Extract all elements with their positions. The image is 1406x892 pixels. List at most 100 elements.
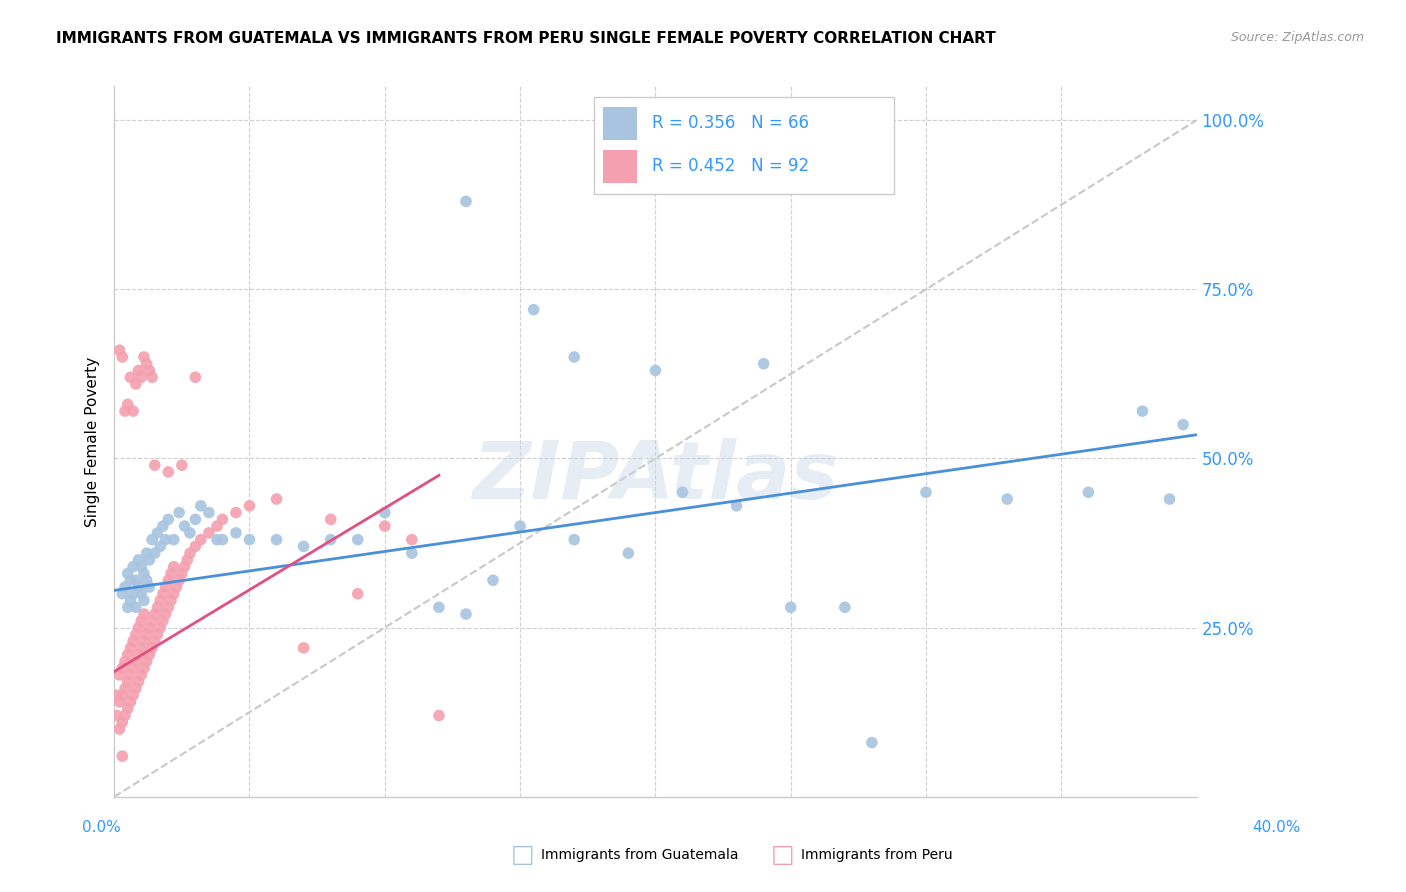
Point: [157, 573, 180, 587]
Point: [427, 600, 450, 615]
Text: R = 0.452   N = 92: R = 0.452 N = 92: [652, 158, 810, 176]
Text: □: □: [510, 843, 534, 866]
Point: [225, 506, 247, 520]
Point: [198, 506, 221, 520]
Point: [671, 485, 693, 500]
Point: [128, 674, 150, 689]
Point: [132, 634, 155, 648]
Point: [155, 607, 177, 621]
Point: [173, 559, 195, 574]
Point: [157, 512, 180, 526]
Point: [482, 573, 505, 587]
Point: [1132, 404, 1154, 418]
Point: [125, 627, 148, 641]
Point: [834, 600, 856, 615]
Point: [165, 580, 187, 594]
Point: [238, 533, 260, 547]
Point: [117, 674, 139, 689]
Point: [319, 512, 342, 526]
Point: [120, 695, 142, 709]
Point: [149, 593, 172, 607]
Point: [346, 587, 368, 601]
Point: [146, 525, 169, 540]
Point: [132, 607, 155, 621]
Point: [122, 559, 145, 574]
Point: [135, 546, 157, 560]
Text: 40.0%: 40.0%: [1253, 821, 1301, 835]
Point: [184, 540, 207, 554]
Point: [152, 587, 174, 601]
Point: [160, 593, 183, 607]
Point: [225, 525, 247, 540]
Text: □: □: [770, 843, 794, 866]
Point: [120, 370, 142, 384]
Point: [163, 533, 186, 547]
Point: [143, 546, 166, 560]
Point: [125, 377, 148, 392]
Point: [752, 357, 775, 371]
Point: [427, 708, 450, 723]
Point: [114, 654, 136, 668]
Point: [135, 573, 157, 587]
Point: [122, 404, 145, 418]
Point: [125, 600, 148, 615]
Point: [129, 559, 152, 574]
Point: [128, 553, 150, 567]
Point: [179, 546, 201, 560]
Point: [111, 688, 134, 702]
Point: [184, 512, 207, 526]
Text: 0.0%: 0.0%: [82, 821, 121, 835]
Point: [114, 681, 136, 696]
Text: Immigrants from Guatemala: Immigrants from Guatemala: [541, 847, 738, 862]
Point: [108, 722, 131, 736]
Point: [205, 533, 228, 547]
Point: [170, 458, 193, 473]
Point: [292, 540, 315, 554]
Point: [125, 654, 148, 668]
Point: [157, 600, 180, 615]
Point: [211, 512, 233, 526]
Point: [143, 634, 166, 648]
Point: [401, 533, 423, 547]
Point: [149, 621, 172, 635]
Point: [141, 614, 163, 628]
Point: [141, 370, 163, 384]
Point: [120, 593, 142, 607]
Point: [128, 363, 150, 377]
Point: [155, 533, 177, 547]
Point: [644, 363, 666, 377]
Point: [138, 553, 160, 567]
Point: [617, 546, 640, 560]
Point: [205, 519, 228, 533]
Point: [138, 621, 160, 635]
Point: [346, 533, 368, 547]
Point: [149, 540, 172, 554]
Point: [120, 668, 142, 682]
Point: [179, 525, 201, 540]
Point: [190, 533, 212, 547]
Point: [108, 695, 131, 709]
Point: [374, 519, 396, 533]
Point: [120, 573, 142, 587]
Point: [143, 607, 166, 621]
Point: [157, 465, 180, 479]
Point: [135, 357, 157, 371]
Point: [129, 370, 152, 384]
Point: [155, 580, 177, 594]
Point: [266, 491, 288, 506]
Point: [292, 640, 315, 655]
Point: [401, 546, 423, 560]
Point: [120, 640, 142, 655]
Point: [562, 533, 585, 547]
Point: [319, 533, 342, 547]
Point: [129, 640, 152, 655]
Point: [454, 194, 477, 209]
Point: [129, 668, 152, 682]
Point: [915, 485, 938, 500]
Point: [122, 661, 145, 675]
Point: [266, 533, 288, 547]
Point: [141, 640, 163, 655]
Point: [111, 587, 134, 601]
Point: [111, 661, 134, 675]
Point: [117, 600, 139, 615]
